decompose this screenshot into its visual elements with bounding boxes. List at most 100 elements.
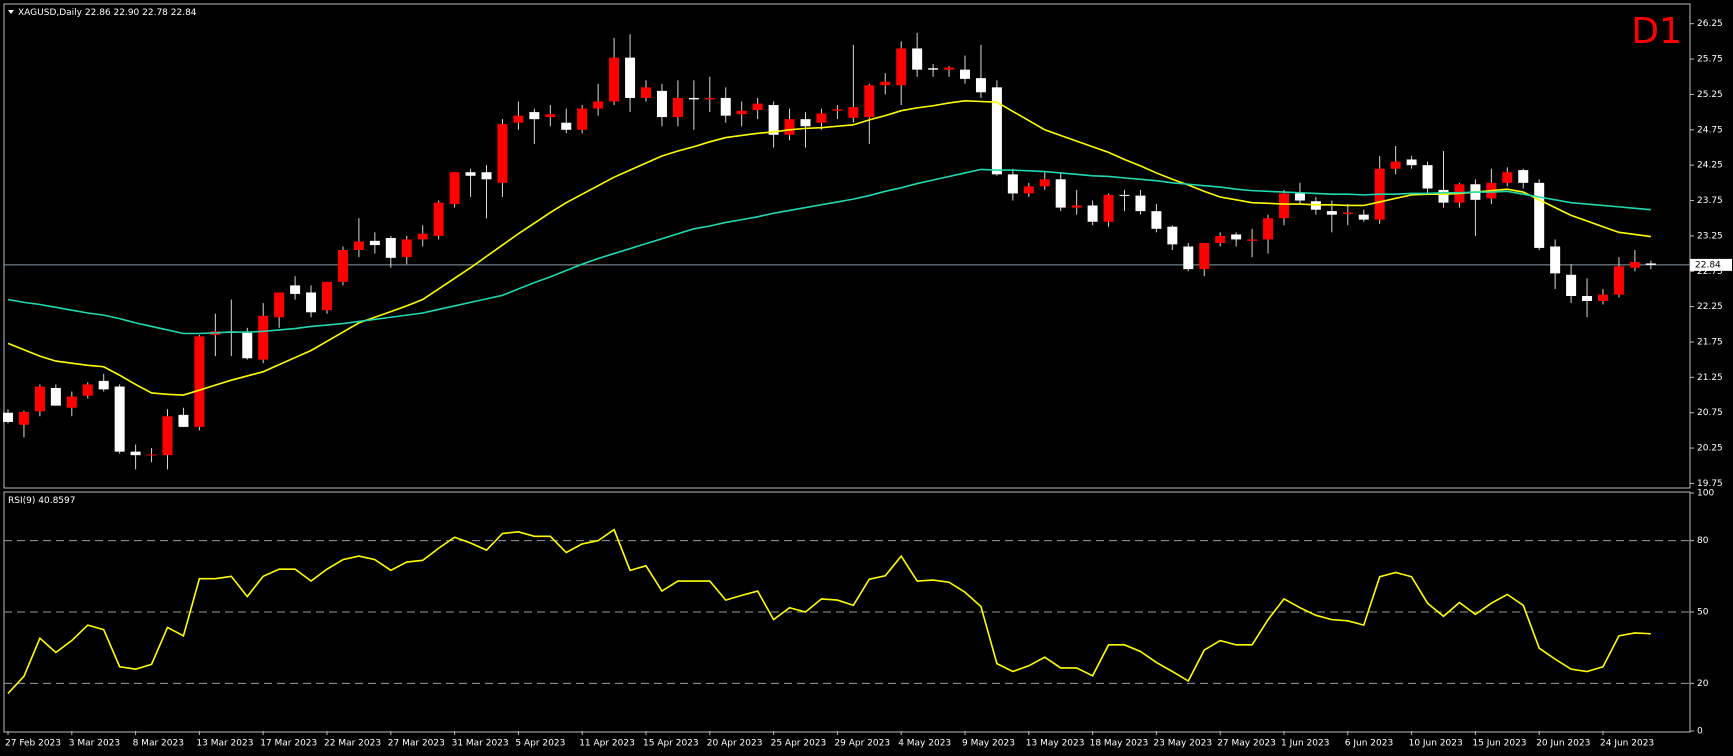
x-tick-label: 27 Feb 2023	[5, 739, 61, 749]
candle-body	[1279, 193, 1289, 219]
y-tick-label: 100	[1697, 489, 1714, 499]
candle-body	[1566, 274, 1577, 297]
candle-body	[800, 119, 811, 127]
candle-body	[98, 380, 109, 390]
candle-body	[1582, 296, 1593, 301]
candle-body	[337, 250, 348, 282]
candle-body	[880, 81, 891, 86]
candle-body	[449, 172, 460, 205]
candle-body	[1326, 211, 1337, 215]
candle-body	[832, 109, 843, 111]
candle-body	[593, 101, 604, 109]
candle-body	[1358, 214, 1369, 220]
candle-body	[1183, 246, 1194, 270]
candle-body	[385, 238, 396, 258]
x-tick-label: 27 Mar 2023	[388, 739, 445, 749]
candle-body	[1438, 189, 1449, 203]
candle-body	[18, 412, 29, 425]
x-tick-label: 27 May 2023	[1217, 739, 1276, 749]
candle-body	[1119, 194, 1130, 196]
candle-body	[1135, 195, 1146, 212]
candle-body	[481, 172, 492, 180]
menu-arrow[interactable]	[8, 10, 14, 14]
x-tick-label: 10 Jun 2023	[1409, 739, 1463, 749]
y-tick-label: 25.75	[1697, 55, 1723, 65]
x-tick-label: 15 Jun 2023	[1472, 739, 1526, 749]
candle-body	[178, 414, 189, 427]
y-tick-label: 25.25	[1697, 90, 1723, 100]
candle-body	[1613, 266, 1624, 295]
candle-body	[991, 87, 1002, 175]
candle-body	[1294, 193, 1305, 201]
candle-body	[960, 69, 970, 79]
y-tick-label: 80	[1697, 536, 1709, 546]
candle-body	[1039, 179, 1050, 187]
candle-body	[369, 240, 380, 246]
candle-body	[928, 68, 939, 70]
x-tick-label: 24 Jun 2023	[1600, 739, 1654, 749]
price-tag-label: 22.84	[1695, 260, 1721, 270]
candle-body	[1167, 226, 1178, 245]
candle-body	[752, 103, 763, 110]
x-tick-label: 11 Apr 2023	[579, 739, 635, 749]
x-tick-label: 13 Mar 2023	[196, 739, 253, 749]
candle-body	[704, 97, 715, 100]
candle-body	[1247, 239, 1258, 241]
line-series	[7, 99, 1651, 396]
price-tag	[1690, 258, 1732, 271]
y-tick-label: 23.75	[1697, 196, 1723, 206]
candle-body	[465, 172, 476, 176]
x-tick-label: 20 Apr 2023	[707, 739, 763, 749]
y-tick-label: 19.75	[1697, 479, 1723, 489]
candle-body	[401, 239, 412, 258]
x-tick-label: 5 Apr 2023	[515, 739, 565, 749]
y-tick-label: 50	[1697, 608, 1709, 618]
candle-body	[417, 233, 428, 240]
candle-body	[1629, 262, 1640, 268]
candle-body	[609, 57, 620, 102]
y-tick-label: 22.25	[1697, 302, 1723, 312]
candle-body	[688, 97, 699, 100]
price-panel	[3, 3, 1691, 489]
candle-body	[1342, 212, 1353, 214]
candle-body	[258, 315, 269, 360]
y-tick-label: 24.75	[1697, 125, 1723, 135]
x-tick-label: 23 May 2023	[1153, 739, 1212, 749]
rsi-title: RSI(9) 40.8597	[8, 496, 75, 506]
candle-body	[864, 85, 875, 118]
candle-body	[529, 112, 540, 120]
y-tick-label: 22.75	[1697, 267, 1723, 277]
candle-body	[242, 332, 253, 359]
y-tick-label: 20.25	[1697, 444, 1723, 454]
candle-body	[1390, 161, 1401, 169]
candle-body	[1534, 182, 1545, 248]
x-tick-label: 15 Apr 2023	[643, 739, 699, 749]
candle-body	[1103, 194, 1114, 222]
candle-body	[641, 87, 651, 98]
x-tick-label: 8 Mar 2023	[133, 739, 184, 749]
candle-body	[34, 386, 45, 412]
candle-body	[545, 114, 556, 118]
candle-body	[1502, 172, 1513, 183]
candle-body	[1518, 170, 1529, 183]
candle-body	[1231, 234, 1242, 240]
candle-body	[816, 113, 827, 123]
candle-body	[1007, 174, 1018, 194]
candle-body	[1151, 211, 1162, 229]
x-tick-label: 29 Apr 2023	[834, 739, 890, 749]
y-tick-label: 21.25	[1697, 373, 1723, 383]
candle-body	[975, 78, 986, 93]
candle-body	[114, 386, 125, 452]
line-series	[7, 528, 1651, 694]
candle-body	[322, 281, 332, 311]
candle-body	[896, 48, 907, 86]
candle-body	[1422, 165, 1433, 189]
candle-body	[50, 387, 61, 406]
x-tick-label: 4 May 2023	[898, 739, 951, 749]
candle-body	[146, 454, 157, 456]
candle-body	[1055, 179, 1066, 208]
x-tick-label: 3 Mar 2023	[69, 739, 120, 749]
x-tick-label: 20 Jun 2023	[1536, 739, 1590, 749]
